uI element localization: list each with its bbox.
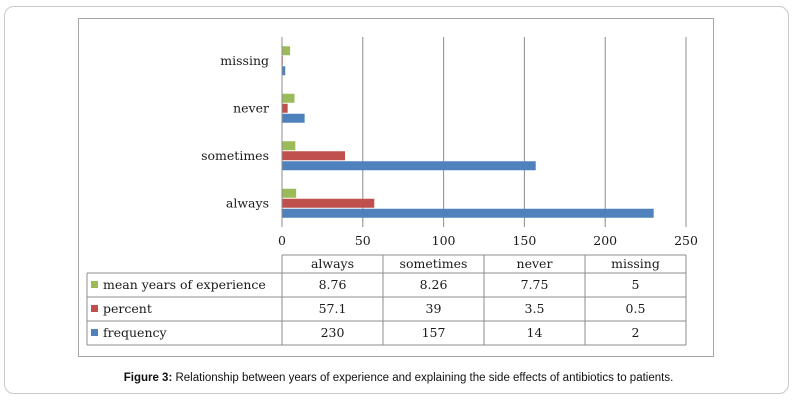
- x-tick-label: 0: [278, 233, 286, 248]
- table-value-cell: 14: [527, 325, 543, 340]
- x-tick-label: 200: [593, 233, 617, 248]
- table-value-cell: 8.76: [319, 277, 347, 292]
- table-value-cell: 5: [632, 277, 640, 292]
- table-header-cell: sometimes: [400, 256, 468, 271]
- bar-frequency-sometimes: [282, 161, 536, 171]
- caption-label: Figure 3:: [123, 372, 173, 384]
- y-category-label: missing: [220, 53, 269, 68]
- bar-frequency-always: [282, 208, 654, 218]
- table-value-cell: 8.26: [420, 277, 448, 292]
- table-value-cell: 2: [632, 325, 640, 340]
- table-value-cell: 230: [321, 325, 345, 340]
- table-header-cell: never: [517, 256, 553, 271]
- table-value-cell: 39: [426, 301, 442, 316]
- bar-mean-years-of-experience-sometimes: [282, 141, 296, 151]
- legend-swatch-percent: [91, 305, 98, 312]
- bar-percent-always: [282, 198, 375, 208]
- x-tick-label: 100: [432, 233, 456, 248]
- bar-frequency-missing: [282, 66, 286, 76]
- table-value-cell: 3.5: [525, 301, 545, 316]
- figure-caption: Figure 3: Relationship between years of …: [0, 372, 797, 384]
- bar-percent-sometimes: [282, 151, 346, 161]
- x-tick-label: 250: [674, 233, 698, 248]
- chart-container: 0 50 100 150 200 250 always sometimes never missi…: [78, 18, 714, 357]
- y-category-label: always: [226, 195, 269, 210]
- y-category-label: never: [233, 100, 269, 115]
- bar-mean-years-of-experience-never: [282, 93, 295, 103]
- table-header-cell: missing: [611, 256, 660, 271]
- legend-swatch-mean-years-of-experience: [91, 281, 98, 288]
- x-tick-label: 50: [355, 233, 371, 248]
- legend-swatch-frequency: [91, 329, 98, 336]
- y-category-label: sometimes: [201, 148, 269, 163]
- bar-mean-years-of-experience-always: [282, 188, 297, 198]
- table-header-cell: always: [311, 256, 354, 271]
- table-value-cell: 7.75: [521, 277, 549, 292]
- bar-percent-never: [282, 103, 288, 113]
- table-series-label: frequency: [103, 325, 168, 340]
- bar-chart: 0 50 100 150 200 250 always sometimes never missi…: [86, 37, 698, 346]
- table-value-cell: 0.5: [626, 301, 646, 316]
- table-value-cell: 57.1: [319, 301, 347, 316]
- table-value-cell: 157: [422, 325, 446, 340]
- x-tick-label: 150: [512, 233, 536, 248]
- bar-frequency-never: [282, 113, 305, 123]
- table-series-label: percent: [103, 301, 152, 316]
- caption-text: Relationship between years of experience…: [172, 372, 674, 384]
- bar-mean-years-of-experience-missing: [282, 46, 291, 56]
- table-series-label: mean years of experience: [103, 277, 266, 292]
